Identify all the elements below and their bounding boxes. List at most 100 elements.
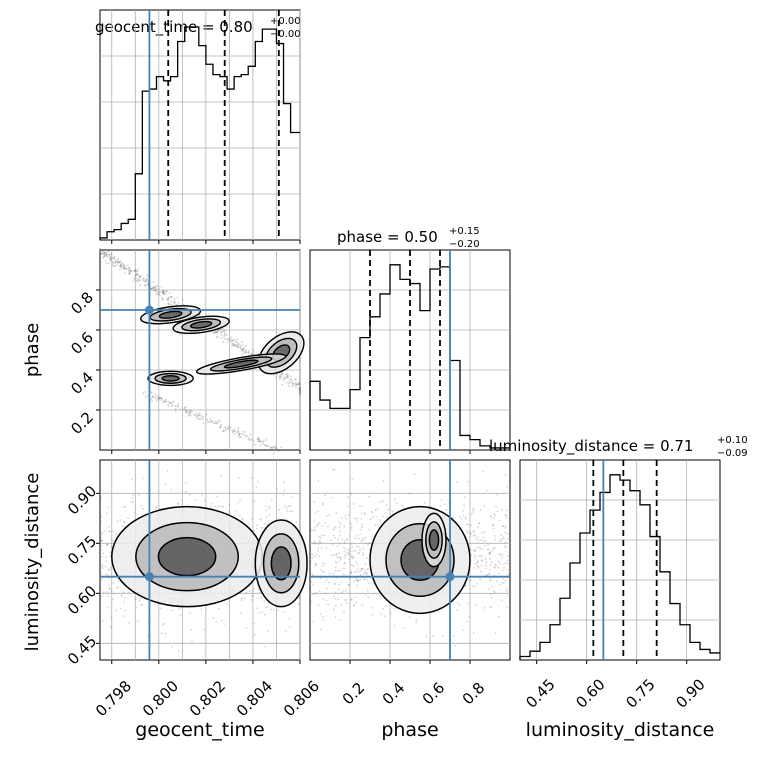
- scatter-point: [487, 544, 490, 546]
- scatter-point: [339, 530, 342, 533]
- scatter-point: [354, 517, 356, 520]
- scatter-point: [265, 606, 268, 609]
- scatter-point: [506, 559, 509, 562]
- scatter-point: [458, 515, 461, 518]
- scatter-point: [506, 594, 509, 597]
- scatter-point: [501, 553, 504, 556]
- scatter-point: [110, 590, 113, 593]
- scatter-point: [338, 556, 340, 559]
- scatter-point: [103, 254, 106, 257]
- scatter-point: [184, 490, 187, 493]
- scatter-point: [181, 298, 184, 301]
- scatter-point: [150, 287, 153, 290]
- scatter-point: [359, 578, 361, 581]
- scatter-point: [278, 375, 281, 378]
- scatter-point: [485, 561, 488, 564]
- scatter-point: [468, 616, 471, 618]
- scatter-point: [456, 601, 459, 604]
- scatter-point: [121, 525, 124, 528]
- scatter-point: [352, 565, 355, 568]
- scatter-point: [167, 403, 170, 406]
- scatter-point: [466, 532, 468, 534]
- scatter-point: [239, 347, 242, 350]
- scatter-point: [99, 251, 102, 254]
- scatter-point: [309, 614, 312, 617]
- scatter-point: [154, 393, 157, 396]
- scatter-point: [113, 592, 116, 595]
- scatter-point: [231, 429, 233, 432]
- scatter-point: [200, 414, 203, 417]
- scatter-point: [320, 547, 323, 550]
- scatter-point: [237, 427, 240, 429]
- scatter-point: [232, 338, 235, 341]
- scatter-point: [489, 516, 492, 518]
- scatter-point: [209, 505, 212, 508]
- scatter-point: [114, 261, 117, 263]
- scatter-point: [233, 514, 236, 517]
- scatter-point: [221, 327, 224, 330]
- scatter-point: [106, 606, 109, 609]
- scatter-point: [350, 571, 353, 574]
- scatter-point: [350, 493, 353, 495]
- scatter-point: [346, 551, 349, 554]
- scatter-point: [299, 389, 301, 392]
- scatter-point: [222, 429, 225, 432]
- scatter-point: [227, 425, 230, 428]
- y-tick-label: 0.45: [64, 632, 100, 668]
- scatter-point: [156, 285, 159, 288]
- scatter-point: [102, 257, 105, 259]
- scatter-point: [345, 548, 347, 550]
- scatter-point: [164, 632, 167, 635]
- scatter-point: [370, 510, 373, 513]
- scatter-point: [359, 533, 361, 536]
- scatter-point: [345, 517, 348, 520]
- scatter-point: [108, 253, 111, 256]
- scatter-point: [504, 525, 507, 527]
- histogram-step: [99, 26, 300, 240]
- scatter-point: [135, 274, 138, 276]
- scatter-point: [506, 532, 509, 535]
- scatter-point: [161, 298, 164, 301]
- scatter-point: [474, 562, 477, 565]
- scatter-point: [361, 567, 364, 570]
- scatter-point: [311, 573, 314, 575]
- scatter-point: [141, 477, 144, 480]
- scatter-point: [123, 506, 126, 509]
- scatter-point: [502, 578, 505, 581]
- scatter-point: [299, 386, 301, 389]
- scatter-point: [338, 552, 340, 555]
- scatter-point: [288, 626, 291, 628]
- scatter-point: [340, 603, 343, 606]
- scatter-point: [345, 602, 347, 605]
- scatter-point: [214, 330, 217, 333]
- scatter-point: [215, 331, 218, 334]
- scatter-point: [288, 510, 291, 513]
- scatter-point: [100, 533, 103, 536]
- scatter-point: [115, 609, 118, 612]
- scatter-point: [325, 547, 328, 550]
- scatter-point: [498, 572, 501, 575]
- scatter-point: [382, 500, 384, 502]
- scatter-point: [239, 344, 242, 347]
- scatter-point: [218, 505, 220, 507]
- scatter-point: [189, 410, 192, 413]
- scatter-point: [106, 544, 109, 546]
- scatter-point: [333, 608, 336, 611]
- scatter-point: [471, 585, 474, 588]
- scatter-point: [508, 551, 511, 553]
- scatter-point: [242, 597, 245, 600]
- scatter-point: [339, 523, 342, 526]
- scatter-point: [164, 398, 167, 401]
- scatter-point: [340, 591, 343, 594]
- truth-marker: [445, 572, 455, 582]
- scatter-point: [220, 334, 223, 336]
- scatter-point: [114, 264, 117, 267]
- scatter-point: [330, 496, 333, 499]
- scatter-point: [236, 341, 239, 343]
- scatter-point: [209, 418, 212, 421]
- x-tick-label: 0.2: [339, 679, 369, 709]
- x-ticks-geocent-time: 0.798 0.800 0.802 0.804 0.806: [92, 677, 323, 720]
- scatter-point: [101, 252, 104, 255]
- scatter-point: [230, 340, 233, 343]
- scatter-point: [334, 597, 337, 600]
